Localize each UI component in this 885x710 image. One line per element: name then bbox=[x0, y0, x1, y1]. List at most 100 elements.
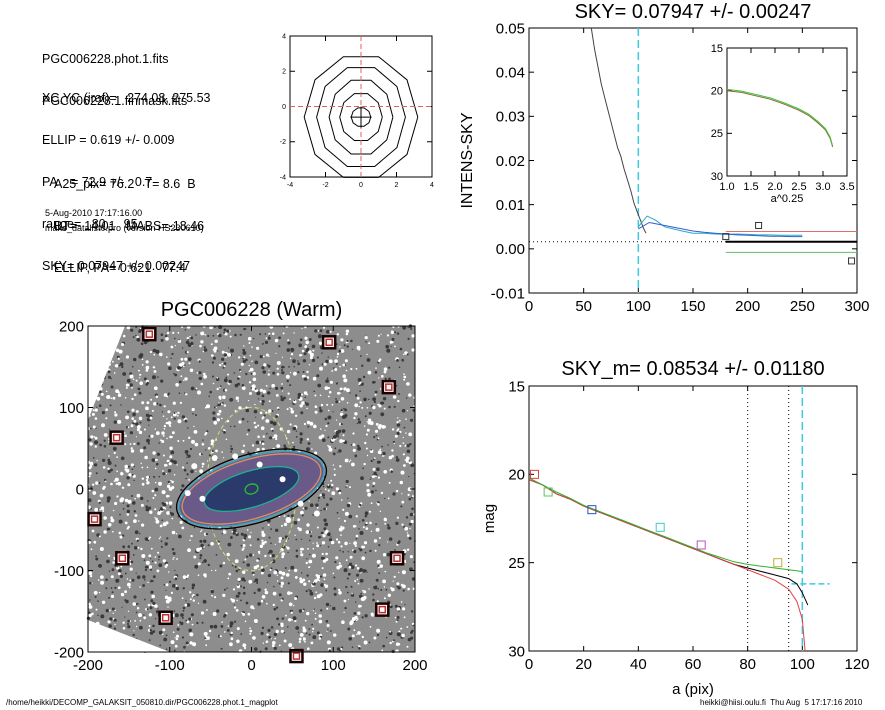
noise-speck bbox=[250, 372, 253, 375]
noise-speck bbox=[369, 510, 371, 513]
noise-speck bbox=[163, 393, 168, 397]
noise-speck bbox=[242, 544, 246, 547]
noise-speck bbox=[154, 458, 158, 462]
noise-speck bbox=[129, 374, 134, 379]
noise-speck bbox=[256, 559, 259, 562]
noise-speck bbox=[141, 401, 145, 405]
noise-speck bbox=[347, 627, 351, 631]
noise-speck bbox=[305, 340, 310, 345]
contour-ytick-label: 2 bbox=[282, 69, 286, 76]
noise-speck bbox=[325, 620, 329, 623]
noise-speck bbox=[243, 537, 247, 540]
noise-speck bbox=[177, 411, 180, 415]
info-line: XC,YC (iraf)= 274.08, 275.53 bbox=[42, 91, 211, 105]
noise-speck bbox=[405, 516, 409, 519]
noise-speck bbox=[306, 574, 309, 577]
noise-speck bbox=[312, 514, 314, 516]
noise-speck bbox=[184, 603, 188, 607]
noise-speck bbox=[267, 373, 270, 376]
noise-speck bbox=[314, 394, 317, 397]
noise-speck bbox=[117, 391, 120, 394]
noise-speck bbox=[210, 542, 214, 546]
noise-speck bbox=[356, 633, 358, 636]
noise-speck bbox=[405, 456, 410, 461]
noise-speck bbox=[251, 387, 255, 391]
noise-speck bbox=[127, 499, 132, 504]
sky-plot-ytick-label: 0.05 bbox=[496, 20, 525, 37]
noise-speck bbox=[155, 431, 160, 436]
noise-speck bbox=[350, 585, 353, 588]
noise-speck bbox=[175, 586, 179, 591]
noise-speck bbox=[319, 394, 322, 397]
noise-speck bbox=[158, 563, 163, 568]
noise-speck bbox=[388, 405, 391, 409]
noise-speck bbox=[371, 614, 374, 617]
noise-speck bbox=[289, 423, 292, 426]
noise-speck bbox=[330, 540, 335, 545]
noise-speck bbox=[216, 377, 218, 379]
noise-speck bbox=[350, 339, 353, 343]
mag-plot-xtick-label: 120 bbox=[844, 656, 869, 673]
noise-speck bbox=[148, 435, 151, 438]
noise-speck bbox=[411, 495, 414, 498]
noise-speck bbox=[270, 567, 273, 570]
noise-speck bbox=[201, 462, 205, 466]
noise-speck bbox=[290, 407, 293, 411]
noise-speck bbox=[356, 578, 358, 581]
noise-speck bbox=[230, 445, 232, 448]
noise-speck bbox=[121, 486, 125, 489]
noise-speck bbox=[400, 627, 403, 630]
noise-speck bbox=[173, 460, 177, 465]
noise-speck bbox=[186, 575, 189, 579]
noise-speck bbox=[152, 601, 156, 606]
noise-speck bbox=[177, 366, 181, 370]
noise-speck bbox=[205, 644, 208, 647]
noise-speck bbox=[361, 556, 366, 561]
info-line: SKY= 0.07947 +/- 0.00247 bbox=[42, 259, 191, 273]
noise-speck bbox=[264, 647, 268, 651]
noise-speck bbox=[293, 399, 296, 402]
noise-speck bbox=[292, 616, 297, 621]
noise-speck bbox=[319, 409, 323, 413]
sky-plot-ytick-label: 0.01 bbox=[496, 197, 525, 214]
noise-speck bbox=[269, 387, 271, 390]
noise-speck bbox=[94, 445, 98, 448]
noise-speck bbox=[374, 429, 379, 433]
noise-speck bbox=[356, 396, 360, 400]
noise-speck bbox=[406, 626, 409, 628]
noise-speck bbox=[409, 555, 413, 559]
noise-speck bbox=[264, 540, 267, 544]
noise-speck bbox=[200, 331, 205, 336]
noise-speck bbox=[132, 378, 135, 381]
masked-star-inner bbox=[325, 338, 333, 347]
noise-speck bbox=[272, 603, 275, 607]
noise-speck bbox=[286, 546, 290, 550]
noise-speck bbox=[173, 474, 176, 476]
noise-speck bbox=[109, 609, 111, 612]
contour-xtick-label: 0 bbox=[359, 182, 363, 189]
noise-speck bbox=[333, 473, 336, 476]
noise-speck bbox=[302, 637, 306, 641]
noise-speck bbox=[238, 568, 240, 571]
noise-speck bbox=[297, 360, 299, 362]
noise-speck bbox=[163, 424, 167, 428]
noise-speck bbox=[401, 493, 403, 495]
noise-speck bbox=[382, 397, 387, 401]
noise-speck bbox=[160, 439, 162, 442]
noise-speck bbox=[353, 549, 357, 554]
noise-speck bbox=[311, 448, 313, 450]
noise-speck bbox=[384, 377, 387, 381]
noise-speck bbox=[391, 337, 395, 341]
noise-speck bbox=[249, 367, 254, 372]
noise-speck bbox=[216, 387, 219, 391]
noise-speck bbox=[342, 363, 346, 367]
noise-speck bbox=[406, 532, 409, 534]
noise-speck bbox=[357, 347, 361, 351]
noise-speck bbox=[257, 550, 261, 554]
noise-speck bbox=[136, 493, 141, 498]
noise-speck bbox=[193, 526, 196, 529]
noise-speck bbox=[109, 404, 112, 407]
noise-speck bbox=[146, 466, 149, 469]
noise-speck bbox=[91, 412, 95, 416]
noise-speck bbox=[147, 581, 149, 584]
